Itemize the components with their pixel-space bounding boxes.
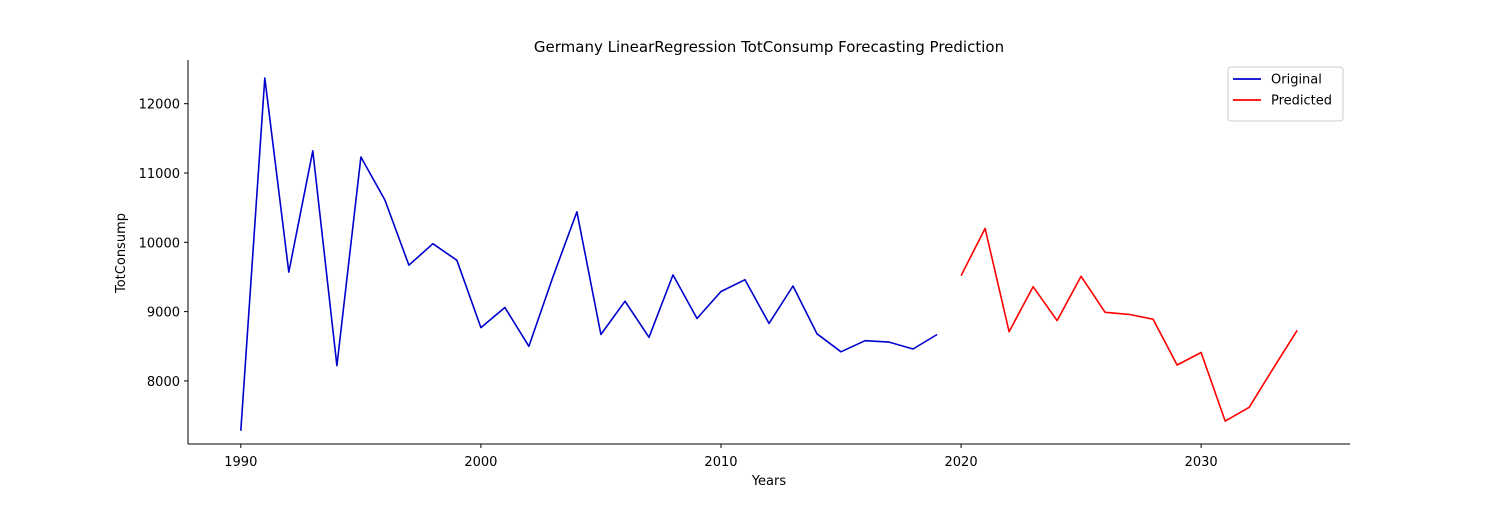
x-tick-label: 2020 [945, 455, 978, 470]
legend-label-original: Original [1271, 73, 1322, 88]
x-tick-label: 2030 [1185, 455, 1218, 470]
x-tick-label: 1990 [224, 455, 257, 470]
plot-area [240, 77, 1298, 431]
x-tick-label: 2010 [704, 455, 737, 470]
y-tick-label: 8000 [147, 375, 180, 390]
y-tick-label: 12000 [139, 98, 180, 113]
legend: Original Predicted [1227, 66, 1344, 122]
chart-title: Germany LinearRegression TotConsump Fore… [534, 38, 1004, 56]
legend-frame [1227, 66, 1344, 122]
y-axis-label: TotConsump [114, 213, 129, 294]
x-axis-label: Years [751, 474, 787, 489]
y-tick-label: 11000 [139, 167, 180, 182]
x-tick-label: 2000 [464, 455, 497, 470]
y-tick-label: 10000 [139, 236, 180, 251]
x-axis-ticks: 1990 2000 2010 2020 2030 [224, 444, 1218, 470]
series-line-original [240, 77, 938, 431]
y-axis-ticks: 8000 9000 10000 11000 12000 [139, 98, 188, 390]
y-tick-label: 9000 [147, 306, 180, 321]
series-line-predicted [960, 227, 1298, 422]
legend-label-predicted: Predicted [1271, 94, 1332, 109]
